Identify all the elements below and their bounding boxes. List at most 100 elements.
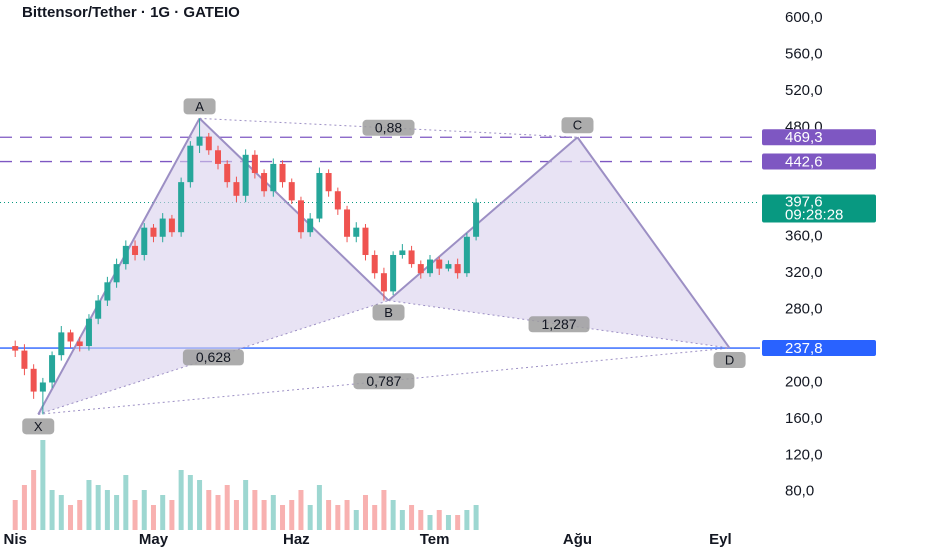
point-label: D	[725, 352, 734, 367]
candle-body	[454, 264, 461, 274]
point-label: X	[34, 419, 43, 434]
volume-bar	[464, 510, 470, 530]
candle-body	[178, 182, 185, 233]
last-price-label: 397,6	[785, 193, 823, 210]
y-tick-label: 200,0	[785, 373, 823, 390]
ratio-line	[388, 300, 730, 349]
candle-body	[214, 150, 221, 164]
candle-body	[399, 250, 406, 255]
ratio-line	[38, 300, 389, 415]
candle-body	[417, 264, 424, 274]
volume-bar	[77, 500, 83, 530]
candle-body	[380, 273, 387, 292]
point-label-box	[183, 98, 216, 115]
point-label-box	[561, 117, 594, 134]
ratio-label: 1,287	[542, 316, 577, 332]
candle-body	[67, 332, 74, 342]
candle-body	[58, 332, 65, 356]
x-tick-label: Nis	[4, 531, 27, 548]
volume-bar	[445, 515, 451, 530]
candle-body	[159, 218, 166, 237]
volume-bar	[362, 495, 368, 530]
volume-bar	[455, 515, 461, 530]
candle-body	[113, 264, 120, 283]
x-tick-label: Haz	[283, 531, 310, 548]
price-tag-label: 442,6	[785, 154, 823, 171]
y-tick-label: 320,0	[785, 264, 823, 281]
price-tag-label: 237,8	[785, 340, 823, 357]
volume-bar	[123, 475, 129, 530]
volume-bar	[141, 490, 147, 530]
ratio-label-box	[362, 119, 415, 136]
candle-body	[76, 341, 83, 347]
ratio-label: 0,628	[196, 349, 231, 365]
candle-body	[233, 182, 240, 196]
x-tick-label: Ağu	[563, 531, 592, 548]
volume-bar	[197, 480, 203, 530]
volume-bar	[307, 505, 313, 530]
candle-body	[132, 245, 139, 255]
volume-bar	[261, 500, 267, 530]
candle-body	[288, 182, 295, 201]
x-tick-label: May	[139, 531, 169, 548]
candle-body	[95, 300, 102, 319]
volume-bar	[49, 490, 55, 530]
volume-bar	[289, 500, 295, 530]
volume-bar	[252, 490, 258, 530]
volume-bar	[178, 470, 184, 530]
volume-bar	[418, 510, 424, 530]
candle-body	[150, 227, 157, 237]
candle-body	[205, 136, 212, 151]
volume-bar	[381, 490, 387, 530]
candle-body	[187, 145, 194, 183]
candle-body	[39, 382, 46, 392]
candle-body	[445, 264, 452, 269]
candle-body	[279, 163, 286, 183]
candle-body	[21, 350, 28, 369]
volume-bar	[12, 500, 18, 530]
ratio-label: 0,88	[375, 120, 402, 136]
volume-bar	[40, 440, 46, 530]
volume-bar	[473, 505, 479, 530]
y-tick-label: 120,0	[785, 446, 823, 463]
candle-body	[307, 218, 314, 233]
ratio-label-box	[353, 373, 415, 390]
candle-body	[371, 254, 378, 274]
candle-body	[30, 368, 37, 392]
candle-body	[463, 236, 470, 274]
point-label: B	[384, 305, 393, 320]
volume-bar	[353, 510, 359, 530]
y-tick-label: 80,0	[785, 483, 814, 500]
y-tick-label: 360,0	[785, 228, 823, 245]
volume-bar	[409, 505, 415, 530]
ratio-line	[199, 117, 578, 138]
candle-body	[122, 245, 129, 265]
candle-body	[334, 191, 341, 210]
pattern-leg	[198, 117, 390, 302]
volume-bar	[206, 490, 212, 530]
candle-body	[297, 200, 304, 233]
volume-bar	[427, 515, 433, 530]
y-tick-label: 600,0	[785, 9, 823, 26]
volume-bar	[31, 470, 37, 530]
candle-body	[168, 218, 175, 233]
volume-bar	[132, 500, 138, 530]
volume-bar	[68, 505, 74, 530]
point-label-box	[372, 304, 405, 321]
volume-bar	[150, 505, 156, 530]
volume-bar	[436, 510, 442, 530]
pattern-leg	[387, 136, 579, 302]
candle-body	[242, 154, 249, 196]
candle-body	[261, 173, 268, 192]
volume-bar	[21, 485, 27, 530]
volume-bar	[114, 495, 120, 530]
price-tag-label: 469,3	[785, 129, 823, 146]
point-label-box	[713, 352, 746, 369]
volume-bar	[326, 500, 332, 530]
candle-body	[141, 227, 148, 255]
candle-body	[270, 163, 277, 192]
volume-bar	[58, 495, 64, 530]
chart-title: Bittensor/Tether · 1G · GATEIO	[22, 4, 240, 21]
candle-body	[224, 163, 231, 183]
